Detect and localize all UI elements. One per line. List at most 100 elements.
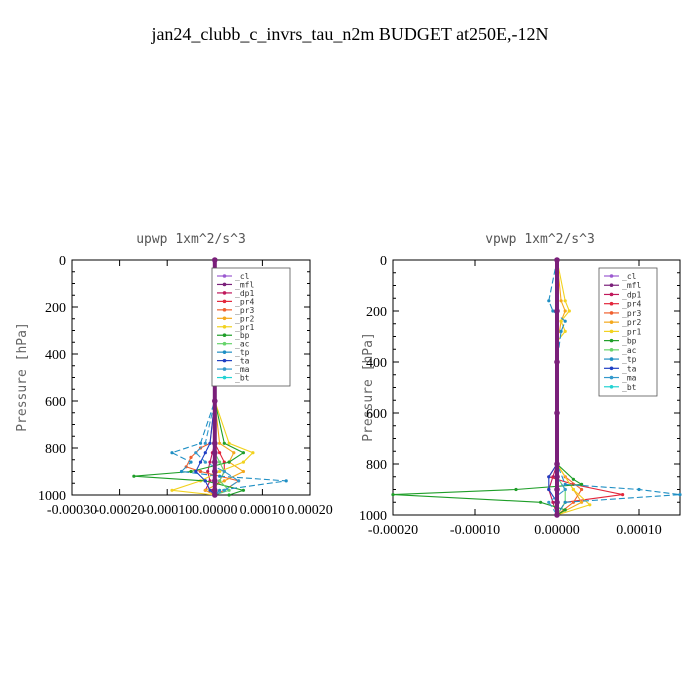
- y-tick-label: 600: [45, 395, 66, 410]
- data-point-pr1: [588, 503, 592, 507]
- legend-marker: [222, 274, 227, 278]
- legend-marker: [222, 375, 227, 380]
- data-point-ac: [218, 479, 222, 483]
- y-axis-label-vpwp: Pressure [hPa]: [361, 332, 376, 442]
- legend-marker: [609, 320, 614, 324]
- data-point-tp: [284, 479, 288, 483]
- y-tick-label: 0: [380, 254, 387, 269]
- legend-label: _pr1: [235, 323, 254, 332]
- data-point-pr2: [232, 451, 236, 455]
- legend-label: _ma: [622, 374, 637, 383]
- data-point-bp: [563, 508, 567, 512]
- x-tick-label: -0.00030: [47, 503, 97, 518]
- data-point-tp: [198, 441, 203, 445]
- data-point-bp: [227, 493, 231, 497]
- data-point-bp: [580, 482, 584, 486]
- data-point-tp: [559, 329, 563, 333]
- y-tick-label: 400: [45, 348, 66, 363]
- x-tick-label: -0.00010: [142, 503, 192, 518]
- legend-label: _tp: [622, 355, 637, 364]
- legend-label: _bp: [235, 331, 250, 340]
- data-point-bp: [571, 477, 576, 481]
- legend-marker: [609, 348, 614, 352]
- data-point-ma: [547, 500, 551, 504]
- legend-label: _ac: [235, 340, 250, 349]
- y-tick-label: 1000: [38, 489, 66, 504]
- data-point-pr2: [222, 479, 226, 483]
- data-point-mfl: [554, 512, 560, 518]
- legend-marker: [222, 316, 227, 321]
- data-point-mfl: [212, 449, 218, 456]
- legend-marker: [222, 367, 227, 371]
- data-point-tp: [547, 299, 551, 303]
- data-point-bp: [227, 460, 231, 464]
- data-point-tp: [551, 309, 555, 313]
- data-point-pr1: [251, 451, 255, 455]
- data-point-mfl: [554, 410, 560, 416]
- data-point-tp: [179, 469, 184, 474]
- data-point-pr1: [241, 460, 245, 464]
- data-point-mfl: [554, 308, 560, 314]
- x-tick-label: -0.00020: [368, 523, 418, 538]
- y-tick-label: 200: [45, 301, 66, 316]
- legend-marker: [222, 350, 227, 354]
- data-point-bp: [514, 487, 518, 492]
- data-point-ta: [208, 488, 212, 492]
- data-point-mfl: [554, 486, 560, 493]
- x-tick-label: 0.00010: [240, 503, 286, 518]
- legend-label: _cl: [235, 272, 250, 281]
- data-point-mfl: [554, 474, 560, 480]
- data-point-pr1: [563, 329, 567, 333]
- legend-label: _pr4: [622, 300, 641, 309]
- series-line-ma: [195, 260, 240, 496]
- legend-marker: [222, 291, 227, 295]
- legend-box: [598, 267, 658, 397]
- legend-marker: [609, 329, 614, 334]
- data-point-pr3: [198, 469, 203, 474]
- legend-marker: [609, 338, 614, 343]
- data-point-tp: [637, 487, 641, 492]
- legend-label: _pr3: [235, 306, 254, 315]
- legend-marker: [222, 324, 227, 329]
- data-point-bp: [241, 451, 245, 455]
- x-tick-label: 0.00010: [616, 523, 662, 538]
- data-point-pr1: [563, 299, 567, 303]
- legend-marker: [609, 375, 614, 380]
- data-point-mfl: [212, 440, 218, 447]
- y-tick-label: 800: [45, 442, 66, 457]
- data-point-mfl: [554, 257, 560, 263]
- y-tick-label: 0: [59, 254, 66, 269]
- data-point-mfl: [212, 468, 218, 475]
- data-point-ma: [203, 441, 207, 445]
- legend-label: _mfl: [622, 281, 641, 290]
- data-point-mfl: [212, 398, 218, 404]
- data-point-tp: [218, 474, 222, 478]
- data-point-ma: [203, 460, 207, 464]
- plot-area-vpwp: 0 200 400 600 800 1000-0.00020 -0.00010 0.00000…: [359, 254, 682, 538]
- x-tick-label: 0.00020: [287, 503, 333, 518]
- data-point-ac: [227, 488, 231, 492]
- data-point-pr4: [621, 493, 625, 497]
- data-point-tp: [189, 460, 193, 464]
- legend-marker: [609, 274, 614, 278]
- x-tick-label: 0.00000: [534, 523, 580, 538]
- legend-label: _bp: [622, 337, 637, 346]
- data-point-ma: [563, 487, 567, 492]
- data-point-ac: [218, 460, 222, 464]
- data-point-dp1: [551, 500, 555, 504]
- data-point-mfl: [554, 359, 560, 365]
- data-point-tp: [563, 500, 567, 504]
- data-point-mfl: [554, 499, 560, 506]
- x-tick-label: -0.00010: [450, 523, 500, 538]
- data-point-pr1: [571, 487, 576, 492]
- data-point-ma: [222, 469, 226, 474]
- data-point-pr4: [218, 451, 222, 455]
- data-point-pr1: [218, 469, 222, 474]
- data-point-tp: [563, 319, 567, 323]
- legend-label: _tp: [235, 348, 250, 357]
- data-point-pr1: [227, 441, 231, 445]
- x-tick-label: 0.00000: [192, 503, 238, 518]
- legend-marker: [609, 357, 614, 361]
- data-point-tp: [170, 451, 174, 455]
- data-point-pr1: [170, 488, 174, 492]
